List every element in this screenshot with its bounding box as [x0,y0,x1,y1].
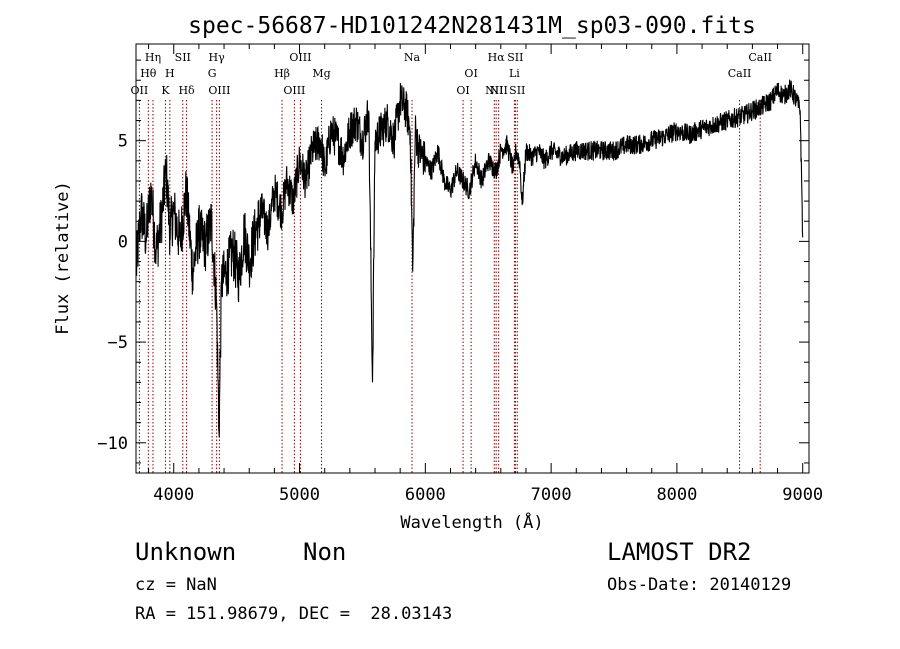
y-tick-label: −10 [97,434,128,454]
line-marker-label: CaII [728,67,752,80]
redshift-label: cz = NaN [135,575,217,595]
line-marker-label: G [208,67,217,80]
line-marker-label: H [165,67,175,80]
line-marker-label: NII [485,84,503,97]
x-tick-label: 6000 [405,485,446,505]
x-tick-label: 8000 [656,485,697,505]
line-marker-label: Li [509,67,520,80]
line-marker-label: OI [456,84,469,97]
y-tick-label: 0 [118,232,128,252]
line-marker-label: K [161,84,170,97]
y-axis-label: Flux (relative) [53,181,73,335]
line-marker-label: Hη [145,51,161,64]
line-marker-label: OIII [289,51,311,64]
line-marker-labels: OIIHθHηKHSIIHδGHγOIIIHβOIIIOIIIMgNaOIOIN… [131,51,772,97]
line-marker-label: SII [509,84,525,97]
line-marker-label: CaII [748,51,772,64]
line-marker-label: Hγ [209,51,226,64]
line-marker-label: Hθ [140,67,157,80]
x-tick-label: 5000 [279,485,320,505]
line-marker-label: NII [490,84,508,97]
x-axis-label: Wavelength (Å) [400,511,543,533]
y-tick-label: −5 [108,333,128,353]
obs-date-label: Obs-Date: 20140129 [607,575,792,595]
line-marker-label: OIII [208,84,230,97]
line-marker-label: Mg [312,67,330,80]
x-tick-label: 7000 [531,485,572,505]
spectrum-line [135,79,804,438]
x-tick-label: 9000 [782,485,823,505]
y-tick-label: 5 [118,132,128,152]
chart-title: spec-56687-HD101242N281431M_sp03-090.fit… [188,13,756,39]
line-marker-label: OII [131,84,149,97]
object-class: Unknown [135,538,237,566]
survey-label: LAMOST DR2 [607,538,752,566]
line-marker-label: Hδ [178,84,195,97]
line-marker-label: OI [464,67,477,80]
line-marker-label: SII [175,51,191,64]
coordinates-label: RA = 151.98679, DEC = 28.03143 [135,604,453,624]
object-subclass: Non [303,538,347,566]
plot-frame [135,43,810,474]
line-marker-label: Na [404,51,421,64]
x-tick-label: 4000 [153,485,194,505]
x-axis: 4000 5000 6000 7000 8000 9000 [148,44,823,505]
line-marker-label: Hβ [274,67,290,80]
line-markers [138,100,761,473]
y-axis: −10 −5 0 5 [97,59,809,464]
line-marker-label: OIII [283,84,305,97]
line-marker-label: Hα [488,51,506,64]
line-marker-label: SII [507,51,523,64]
